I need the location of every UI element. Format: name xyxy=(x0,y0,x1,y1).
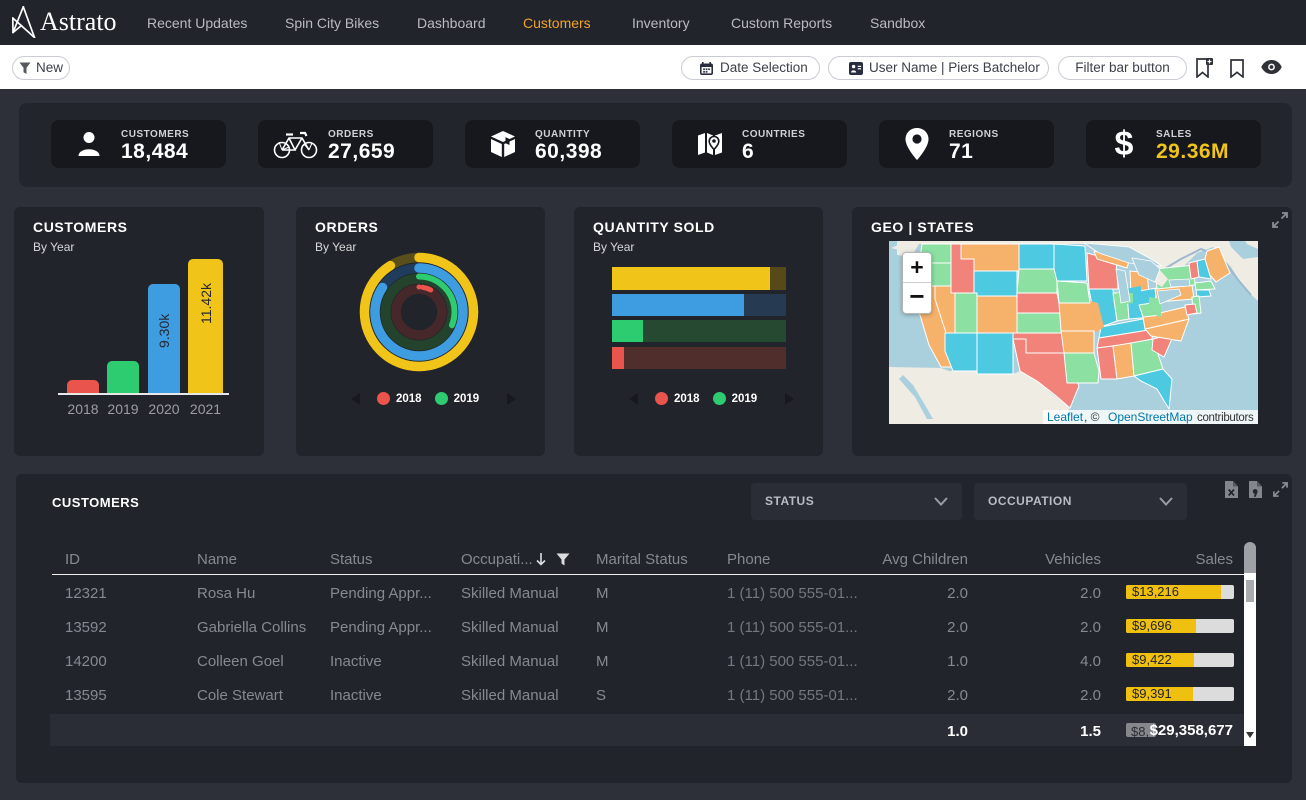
svg-text:, ©: , © xyxy=(1084,410,1100,424)
svg-text:OpenStreetMap: OpenStreetMap xyxy=(1108,410,1193,424)
svg-text:Leaflet: Leaflet xyxy=(1047,410,1084,424)
svg-text:contributors: contributors xyxy=(1197,412,1254,424)
